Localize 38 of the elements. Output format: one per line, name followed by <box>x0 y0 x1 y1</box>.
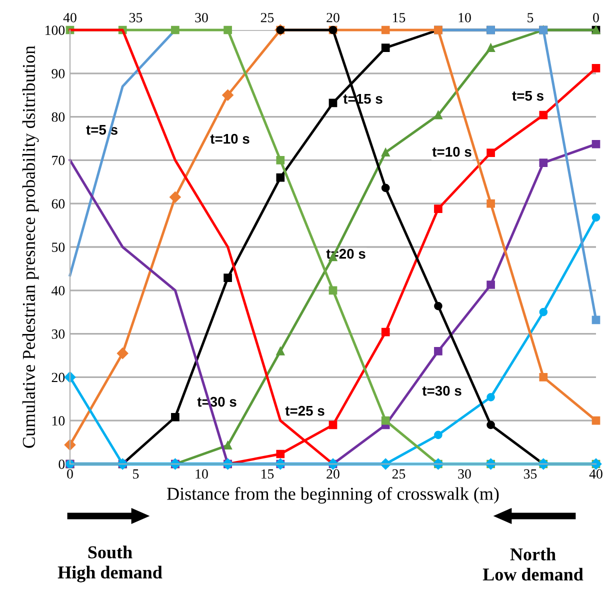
y-tick-label: 20 <box>52 372 65 382</box>
annotation: t=30 s <box>422 386 462 396</box>
x2-tick-label: 25 <box>260 12 274 22</box>
x2-tick-label: 10 <box>458 12 471 22</box>
x-tick-label: 15 <box>262 469 274 479</box>
text: North Low demand <box>482 548 584 581</box>
y-tick-label: 90 <box>52 68 65 78</box>
y-axis-title: Cumulative Pedestrian presnece probability dsitribution <box>22 46 39 448</box>
x-axis-title: Distance from the beginning of crosswalk (m) <box>167 487 499 504</box>
annotation: t=10 s <box>210 134 250 144</box>
y-tick-label: 100 <box>46 26 65 35</box>
x-tick-label: 20 <box>326 469 340 479</box>
x-tick-label: 40 <box>589 469 602 479</box>
y-tick-label: 80 <box>52 112 65 122</box>
x-tick-label: 10 <box>196 469 208 479</box>
x-tick-label: 5 <box>133 469 139 479</box>
y-tick-label: 30 <box>52 329 65 339</box>
x-tick-label: 35 <box>524 469 537 479</box>
text: South High demand <box>58 546 162 582</box>
annotation: t=25 s <box>285 406 324 416</box>
x2-tick-label: 30 <box>195 12 208 22</box>
x-tick-label: 0 <box>67 469 73 479</box>
x-tick-label: 25 <box>392 469 406 479</box>
y-tick-label: 60 <box>52 199 65 209</box>
y-tick-label: 40 <box>52 286 65 296</box>
annotation: t=10 s <box>432 146 472 157</box>
x2-tick-label: 15 <box>393 13 406 22</box>
y-tick-label: 10 <box>52 416 65 426</box>
annotation: t=5 s <box>512 91 544 101</box>
y-tick-label: 0 <box>58 460 65 469</box>
x-tick-label: 30 <box>458 469 471 479</box>
x2-tick-label: 0 <box>593 12 599 22</box>
x2-tick-label: 35 <box>129 12 142 22</box>
y-tick-label: 50 <box>52 242 65 252</box>
x2-tick-label: 20 <box>326 12 340 22</box>
y-tick-label: 70 <box>52 156 65 166</box>
x2-tick-label: 5 <box>528 13 534 22</box>
x2-tick-label: 40 <box>63 12 76 22</box>
